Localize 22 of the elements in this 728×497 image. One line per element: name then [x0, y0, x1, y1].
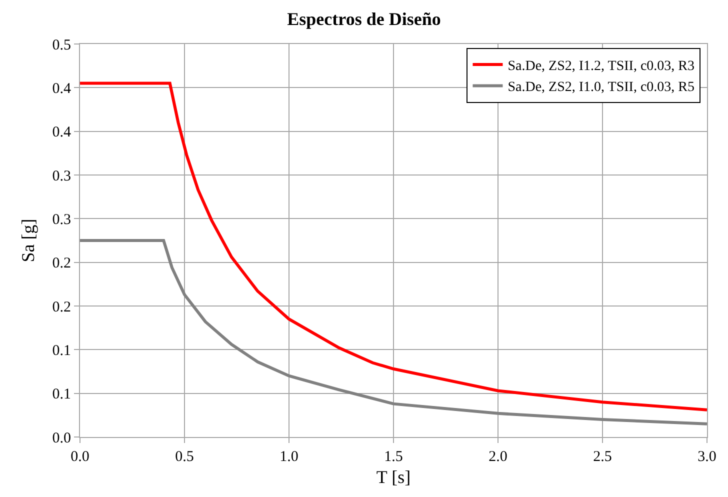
x-tick-label: 0.0	[70, 449, 90, 465]
x-tick-label: 2.0	[488, 449, 508, 465]
y-tick-label: 0.1	[52, 342, 71, 359]
chart-title: Espectros de Diseño	[287, 9, 441, 30]
y-tick-label: 0.3	[52, 212, 71, 228]
x-tick-label: 1.5	[384, 449, 403, 465]
y-tick-label: 0.5	[52, 37, 71, 54]
y-axis-title: Sa [g]	[18, 218, 38, 262]
legend-label: Sa.De, ZS2, I1.0, TSII, c0.03, R5	[508, 80, 695, 96]
x-tick-label: 3.0	[698, 449, 716, 465]
y-tick-label: 0.1	[52, 386, 71, 403]
y-tick-label: 0.4	[52, 80, 72, 97]
y-tick-label: 0.2	[52, 256, 71, 272]
y-tick-label: 0.0	[52, 430, 71, 446]
y-tick-label: 0.4	[52, 124, 72, 141]
y-tick-label: 0.3	[52, 168, 71, 184]
x-tick-label: 0.5	[175, 449, 194, 465]
x-tick-label: 1.0	[280, 449, 298, 465]
legend-label: Sa.De, ZS2, I1.2, TSII, c0.03, R3	[508, 58, 695, 74]
x-tick-label: 2.5	[593, 449, 612, 465]
y-tick-label: 0.2	[52, 299, 71, 316]
x-axis-title: T [s]	[376, 467, 411, 488]
